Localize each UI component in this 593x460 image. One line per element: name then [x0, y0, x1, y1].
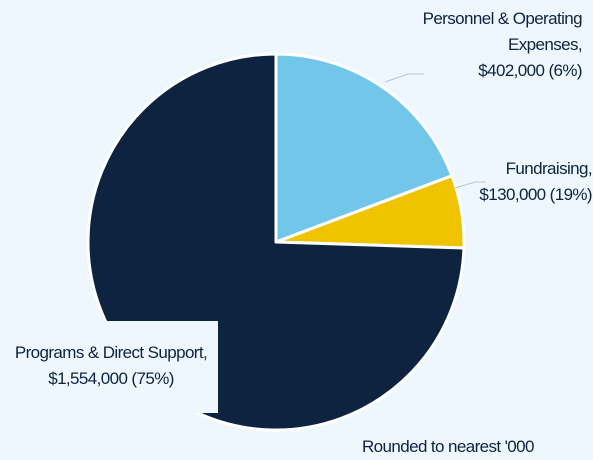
label-backdrop [0, 321, 218, 413]
value-label: $1,554,000 (75%) [48, 369, 174, 388]
leader-line [454, 181, 486, 189]
category-label: Fundraising, [505, 159, 593, 178]
pie-slice [274, 52, 454, 244]
slice-label: Fundraising, $130,000 (19%) [470, 156, 592, 208]
category-label: Programs & Direct Support, [14, 343, 208, 362]
value-label: $130,000 (19%) [479, 185, 592, 204]
category-label: Personnel & Operating Expenses, [422, 9, 583, 54]
slice-label: Personnel & Operating Expenses, $402,000… [412, 6, 583, 84]
leader-line [384, 73, 424, 83]
note: Rounded to nearest '000 [362, 437, 534, 456]
value-label: $402,000 (6%) [478, 61, 582, 80]
slice-label: Programs & Direct Support, $1,554,000 (7… [6, 340, 216, 392]
